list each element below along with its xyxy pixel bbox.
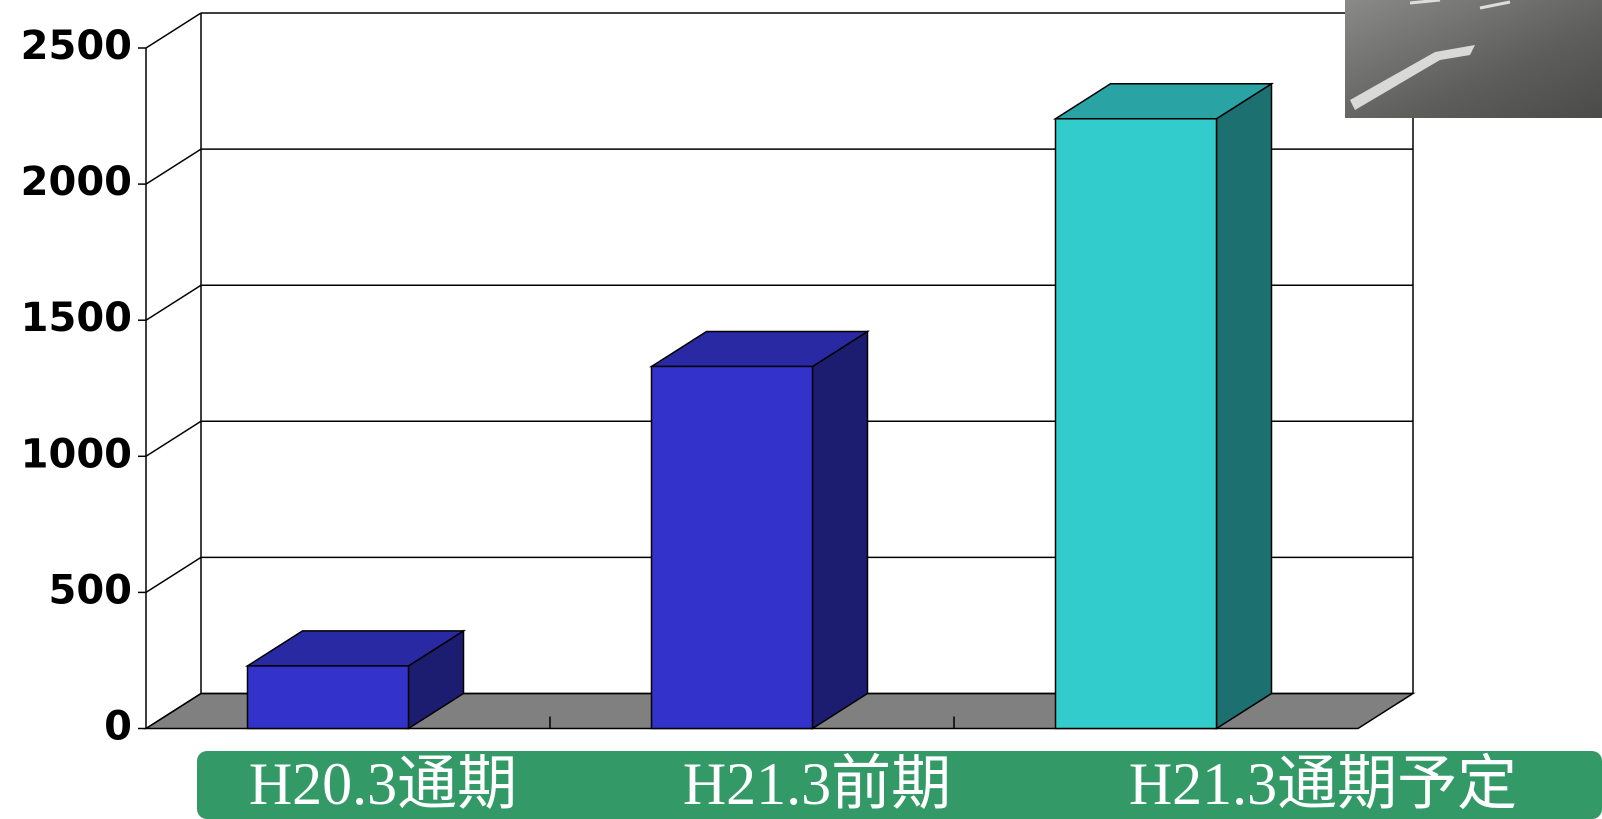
x-tick-label: H21.3通期予定	[1129, 751, 1517, 817]
wall-grid-line	[145, 12, 202, 49]
bar	[1052, 82, 1275, 730]
y-tick-label: 2000	[21, 159, 132, 205]
bar-front	[246, 665, 410, 730]
wall-grid-line	[145, 692, 202, 730]
x-tick-label: H21.3前期	[683, 751, 951, 817]
y-tick-label: 0	[104, 704, 132, 750]
bar-front	[1054, 118, 1218, 730]
bar-side	[811, 330, 869, 730]
wall-grid-line	[145, 556, 202, 594]
y-tick-label: 1000	[21, 431, 132, 477]
wall-grid-line	[145, 284, 202, 321]
plot: 0 500 1000 1500 2000 2500	[21, 12, 1416, 750]
bar-side	[1215, 82, 1273, 730]
wall-grid-line	[145, 420, 202, 457]
category-band	[197, 751, 1602, 819]
y-tick-label: 500	[49, 567, 133, 613]
y-tick-label: 1500	[21, 295, 132, 341]
x-tick-label: H20.3通期	[249, 751, 517, 817]
bar	[648, 330, 871, 730]
bar-front	[650, 365, 814, 730]
y-tick-label: 2500	[21, 23, 132, 69]
photo	[1345, 0, 1602, 118]
bar	[244, 629, 467, 730]
wall-grid-line	[145, 148, 202, 185]
